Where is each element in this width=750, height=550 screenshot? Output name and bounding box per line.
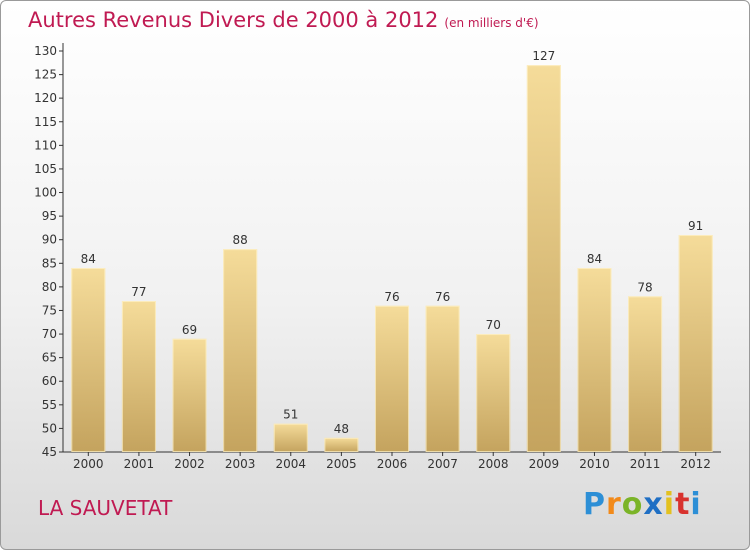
y-tick-label: 80 <box>42 280 57 294</box>
bar-highlight <box>425 305 460 452</box>
bar <box>526 65 561 452</box>
y-tick-label: 120 <box>34 91 57 105</box>
bar-highlight <box>223 249 258 452</box>
bar-highlight <box>526 65 561 452</box>
bar <box>324 437 359 452</box>
bar-highlight <box>375 305 409 452</box>
y-tick-label: 75 <box>42 303 57 317</box>
x-tick-label: 2003 <box>225 457 256 471</box>
bar-highlight <box>476 334 511 453</box>
x-tick-label: 2004 <box>275 457 306 471</box>
y-tick-label: 100 <box>34 186 57 200</box>
x-tick-label: 2011 <box>630 457 661 471</box>
bar-highlight <box>628 296 663 453</box>
bar-highlight <box>273 423 308 453</box>
bar <box>223 249 258 452</box>
x-tick-label: 2012 <box>680 457 711 471</box>
chart-subtitle: (en milliers d'€) <box>444 16 539 30</box>
bar <box>628 296 663 452</box>
y-tick-label: 90 <box>42 233 57 247</box>
data-label: 76 <box>435 290 450 304</box>
data-label: 88 <box>233 233 248 247</box>
logo-letter: i <box>690 487 702 522</box>
logo-letter: r <box>606 487 622 522</box>
bar <box>273 423 308 452</box>
bar <box>476 334 511 452</box>
x-tick-label: 2008 <box>478 457 509 471</box>
data-label: 70 <box>486 318 501 332</box>
data-label: 51 <box>283 408 298 422</box>
y-tick-label: 105 <box>34 162 57 176</box>
y-tick-label: 125 <box>34 68 57 82</box>
bar-highlight <box>577 268 612 453</box>
x-tick-label: 2010 <box>579 457 610 471</box>
x-tick-label: 2001 <box>124 457 155 471</box>
bar-highlight <box>121 301 156 453</box>
data-label: 48 <box>334 422 349 436</box>
y-tick-label: 115 <box>34 115 57 129</box>
logo-letter: o <box>621 487 644 522</box>
data-label: 84 <box>587 252 602 266</box>
x-tick-label: 2005 <box>326 457 357 471</box>
x-tick-label: 2006 <box>377 457 408 471</box>
logo-letter: P <box>583 487 606 522</box>
y-tick-label: 50 <box>42 421 57 435</box>
data-label: 69 <box>182 323 197 337</box>
bar-highlight <box>71 268 106 453</box>
bar-highlight <box>324 437 359 452</box>
x-tick-label: 2002 <box>174 457 205 471</box>
x-tick-label: 2000 <box>73 457 104 471</box>
bar <box>425 305 460 452</box>
data-label: 127 <box>532 49 555 63</box>
data-label: 78 <box>637 280 652 294</box>
logo-letter: t <box>675 487 691 522</box>
y-tick-label: 45 <box>42 445 57 459</box>
logo-letter: i <box>663 487 676 522</box>
x-tick-label: 2009 <box>529 457 560 471</box>
commune-name: LA SAUVETAT <box>38 496 173 520</box>
bar <box>172 338 207 452</box>
y-tick-label: 70 <box>42 327 57 341</box>
data-label: 91 <box>688 219 703 233</box>
bar <box>678 234 713 452</box>
x-tick-label: 2007 <box>427 457 458 471</box>
data-label: 76 <box>384 290 399 304</box>
bar <box>577 268 612 452</box>
data-label: 84 <box>81 252 96 266</box>
y-tick-label: 55 <box>42 398 57 412</box>
bar <box>121 301 156 452</box>
bar <box>71 268 106 452</box>
bar <box>375 305 409 452</box>
proxiti-logo: Proxiti <box>583 487 702 522</box>
y-tick-label: 130 <box>34 44 57 58</box>
bar-highlight <box>172 338 207 452</box>
y-tick-label: 60 <box>42 374 57 388</box>
bar-highlight <box>678 234 713 452</box>
logo-letter: x <box>643 487 664 522</box>
title-text: Autres Revenus Divers de 2000 à 2012 <box>28 8 439 32</box>
y-tick-label: 95 <box>42 209 57 223</box>
chart-title: Autres Revenus Divers de 2000 à 2012 (en … <box>28 8 539 32</box>
y-tick-label: 110 <box>34 138 57 152</box>
y-tick-label: 65 <box>42 351 57 365</box>
data-label: 77 <box>131 285 146 299</box>
y-tick-label: 85 <box>42 256 57 270</box>
